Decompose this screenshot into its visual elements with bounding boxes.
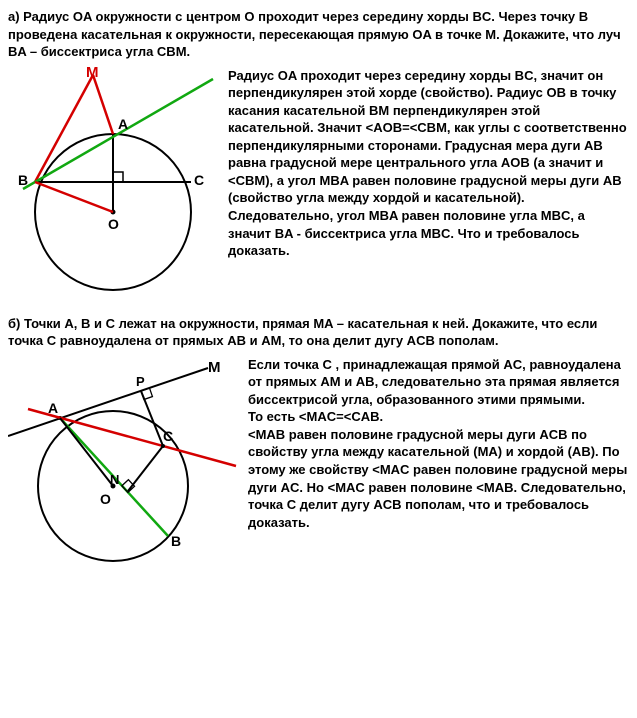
label-b: B [18, 172, 28, 188]
problem-b-statement: б) Точки A, B и C лежат на окружности, п… [8, 315, 629, 350]
problem-a-solution: Радиус OA проходит через середину хорды … [228, 67, 629, 260]
label-p: P [136, 374, 145, 389]
diagram-b: O M A B C P N [8, 356, 238, 576]
label-m2: M [208, 359, 221, 376]
label-m: M [86, 67, 99, 81]
problem-b-section: O M A B C P N [8, 356, 629, 576]
problem-b-solution: Если точка C , принадлежащая прямой AC, … [248, 356, 629, 531]
problem-a-section: M A B C O Радиус OA проходит через серед… [8, 67, 629, 297]
label-a2: A [48, 400, 58, 416]
label-o: O [108, 216, 119, 232]
problem-a-statement: а) Радиус OA окружности с центром O прох… [8, 8, 629, 61]
label-a: A [118, 116, 128, 132]
label-c2: C [163, 428, 173, 444]
diagram-a: M A B C O [8, 67, 218, 297]
label-c: C [194, 172, 204, 188]
label-o2: O [100, 491, 111, 507]
label-b2: B [171, 533, 181, 549]
